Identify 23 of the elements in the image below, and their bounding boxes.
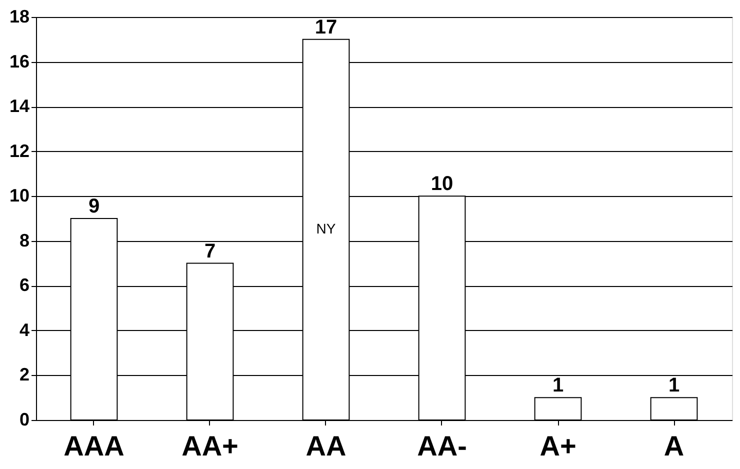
- y-tick-label: 18: [9, 6, 30, 26]
- y-tick-label: 0: [19, 410, 30, 430]
- y-tick-label: 4: [19, 320, 30, 340]
- x-tick-label: A+: [540, 430, 576, 462]
- y-tick-label: 10: [9, 186, 30, 206]
- y-tick-label: 2: [19, 364, 30, 385]
- x-tick-label: AA-: [417, 430, 467, 462]
- data-label: 9: [88, 196, 100, 218]
- data-label: 7: [204, 240, 216, 262]
- y-tick-label: 8: [19, 230, 30, 250]
- x-tick-label: AA: [306, 430, 346, 462]
- y-tick-label: 16: [9, 51, 30, 72]
- x-tick-label: A: [664, 430, 684, 462]
- y-tick-label: 12: [9, 140, 30, 161]
- x-tick-label: AAA: [64, 430, 124, 462]
- data-label: 1: [668, 374, 680, 397]
- data-label: 17: [314, 16, 338, 38]
- y-tick-label: 14: [9, 96, 30, 116]
- data-label: 10: [430, 173, 454, 196]
- x-tick-label: AA+: [182, 430, 238, 462]
- y-tick-label: 6: [19, 275, 30, 296]
- annotation: NY: [316, 220, 336, 237]
- data-label: 1: [552, 374, 564, 397]
